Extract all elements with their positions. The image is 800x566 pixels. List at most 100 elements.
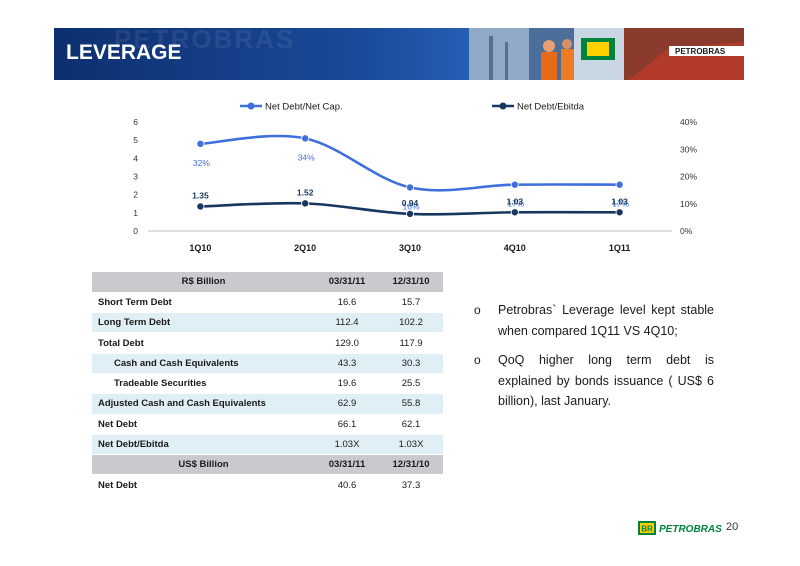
- right-tick-label: 30%: [680, 144, 697, 154]
- data-point: [301, 134, 310, 143]
- row-label: Net Debt/Ebitda: [92, 434, 315, 456]
- table-row: Net Debt 40.6 37.3: [92, 474, 443, 496]
- right-tick-label: 20%: [680, 172, 697, 182]
- table-row: Net Debt/Ebitda 1.03X 1.03X: [92, 434, 443, 456]
- data-label: 1.52: [297, 187, 314, 197]
- page-number: 20: [726, 521, 739, 533]
- data-point: [615, 208, 624, 217]
- data-point: [510, 208, 519, 217]
- table-header-cell: US$ Billion: [92, 454, 315, 476]
- data-point: [405, 183, 414, 192]
- table-row: Tradeable Securities 19.6 25.5: [92, 373, 443, 395]
- row-label: Short Term Debt: [92, 292, 315, 314]
- data-label: 1.03: [611, 196, 628, 206]
- bullet-text: Petrobras` Leverage level kept stable wh…: [498, 303, 714, 338]
- row-label: Net Debt: [92, 414, 315, 435]
- right-tick-label: 0%: [680, 226, 693, 236]
- logo-wordmark: PETROBRAS: [659, 524, 722, 535]
- data-label: 34%: [298, 152, 315, 162]
- value-12-31-10: 30.3: [379, 353, 443, 374]
- page-title: LEVERAGE: [66, 41, 182, 64]
- left-tick-label: 2: [133, 190, 138, 200]
- data-label: 1.35: [192, 190, 209, 200]
- value-03-31-11: 129.0: [315, 332, 379, 354]
- bullet-item: o Petrobras` Leverage level kept stable …: [474, 300, 714, 341]
- left-tick-label: 6: [133, 117, 138, 127]
- x-tick-label: 4Q10: [504, 243, 526, 253]
- header-watermark: PETROBRAS: [114, 28, 296, 54]
- data-label: 1.03: [507, 196, 524, 206]
- value-03-31-11: 1.03X: [315, 434, 379, 456]
- legend-label: Net Debt/Net Cap.: [265, 102, 343, 113]
- value-12-31-10: 37.3: [379, 474, 443, 496]
- table-row: Short Term Debt 16.6 15.7: [92, 292, 443, 314]
- row-label: Long Term Debt: [92, 312, 315, 334]
- value-12-31-10: 1.03X: [379, 434, 443, 456]
- table-header-row-usd: US$ Billion 03/31/11 12/31/10: [92, 454, 443, 476]
- table-header-cell: 03/31/11: [315, 272, 379, 293]
- table-row: Adjusted Cash and Cash Equivalents 62.9 55…: [92, 393, 443, 415]
- x-tick-label: 1Q11: [609, 243, 631, 253]
- legend-swatch-marker: [247, 102, 255, 110]
- table-header-cell: R$ Billion: [92, 272, 315, 293]
- logo-mark: BR: [641, 525, 653, 534]
- data-point: [301, 199, 310, 208]
- data-point: [510, 180, 519, 189]
- bullet-item: o QoQ higher long term debt is explained…: [474, 350, 714, 412]
- bullet-marker: o: [474, 353, 481, 367]
- table-row: Net Debt 66.1 62.1: [92, 414, 443, 435]
- value-03-31-11: 16.6: [315, 292, 379, 314]
- data-label: 0.94: [402, 198, 419, 208]
- left-tick-label: 5: [133, 135, 138, 145]
- left-tick-label: 4: [133, 153, 138, 163]
- x-tick-label: 2Q10: [294, 243, 316, 253]
- series-line: [200, 134, 620, 192]
- table-header-cell: 12/31/10: [379, 272, 443, 293]
- row-label: Cash and Cash Equivalents: [92, 353, 315, 374]
- data-point: [615, 180, 624, 189]
- left-tick-label: 0: [133, 226, 138, 236]
- table-row: Cash and Cash Equivalents 43.3 30.3: [92, 353, 443, 374]
- bullet-marker: o: [474, 303, 481, 317]
- row-label: Total Debt: [92, 332, 315, 354]
- debt-table: R$ Billion 03/31/11 12/31/10 Short Term …: [92, 272, 443, 496]
- right-tick-label: 40%: [680, 117, 697, 127]
- right-tick-label: 10%: [680, 199, 697, 209]
- x-tick-label: 3Q10: [399, 243, 421, 253]
- table-row: Total Debt 129.0 117.9: [92, 332, 443, 354]
- value-03-31-11: 62.9: [315, 393, 379, 415]
- table-header-cell: 03/31/11: [315, 454, 379, 476]
- data-point: [405, 209, 414, 218]
- data-label: 17%: [612, 199, 629, 209]
- value-03-31-11: 43.3: [315, 353, 379, 374]
- row-label: Adjusted Cash and Cash Equivalents: [92, 393, 315, 415]
- commentary-bullets: o Petrobras` Leverage level kept stable …: [474, 300, 714, 421]
- value-03-31-11: 112.4: [315, 312, 379, 334]
- value-12-31-10: 102.2: [379, 312, 443, 334]
- left-tick-label: 1: [133, 208, 138, 218]
- value-12-31-10: 15.7: [379, 292, 443, 314]
- legend-label: Net Debt/Ebitda: [517, 102, 585, 113]
- value-12-31-10: 55.8: [379, 393, 443, 415]
- ship-name-label: PETROBRAS: [675, 47, 726, 56]
- row-label: Tradeable Securities: [92, 373, 315, 395]
- leverage-line-chart: Net Debt/Net Cap. Net Debt/Ebitda 0 1 2 3 4 5 6…: [133, 102, 697, 254]
- table-row: Long Term Debt 112.4 102.2: [92, 312, 443, 334]
- row-label: Net Debt: [92, 474, 315, 496]
- table-header-row: R$ Billion 03/31/11 12/31/10: [92, 272, 443, 293]
- value-03-31-11: 40.6: [315, 474, 379, 496]
- value-03-31-11: 66.1: [315, 414, 379, 435]
- data-label: 32%: [193, 158, 210, 168]
- header-photo: PETROBRAS: [469, 28, 744, 80]
- data-label: 17%: [507, 199, 524, 209]
- value-12-31-10: 25.5: [379, 373, 443, 395]
- data-point: [196, 139, 205, 148]
- header-band: PETROBRAS LEVERAGE PETROBRAS: [54, 28, 744, 80]
- value-12-31-10: 62.1: [379, 414, 443, 435]
- left-tick-label: 3: [133, 172, 138, 182]
- value-12-31-10: 117.9: [379, 332, 443, 354]
- bullet-text: QoQ higher long term debt is explained b…: [498, 353, 714, 408]
- table-header-cell: 12/31/10: [379, 454, 443, 476]
- data-label: 16%: [402, 201, 419, 211]
- value-03-31-11: 19.6: [315, 373, 379, 395]
